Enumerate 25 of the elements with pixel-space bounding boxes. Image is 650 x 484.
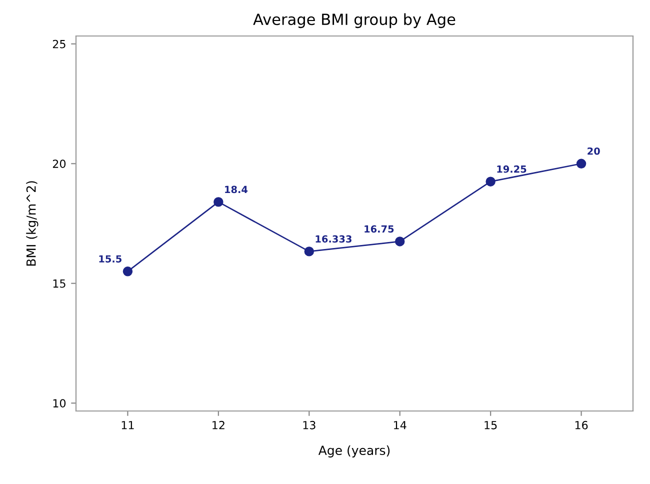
data-label: 18.4 bbox=[225, 186, 248, 194]
point bbox=[122, 266, 133, 276]
y-axis-title: BMI (kg/m^2) bbox=[26, 181, 38, 266]
y-tick-label: 25 bbox=[52, 40, 66, 48]
point bbox=[304, 246, 314, 256]
y-tick-label: 20 bbox=[52, 160, 66, 168]
data-label: 16.333 bbox=[316, 235, 352, 243]
data-label: 20 bbox=[588, 147, 600, 155]
x-tick-label: 13 bbox=[303, 420, 316, 430]
x-tick-label: 11 bbox=[122, 421, 134, 430]
data-label: 19.25 bbox=[497, 165, 526, 173]
x-tick-label: 15 bbox=[484, 421, 497, 430]
x-tick-label: 16 bbox=[575, 420, 588, 430]
point bbox=[576, 158, 586, 168]
y-tick-label: 10 bbox=[53, 399, 66, 408]
point bbox=[214, 197, 224, 207]
x-axis-title: Age (years) bbox=[318, 445, 390, 458]
point bbox=[486, 176, 496, 186]
data-label: 15.5 bbox=[99, 255, 122, 263]
x-tick-label: 12 bbox=[212, 420, 224, 430]
data-label: 16.75 bbox=[364, 225, 394, 233]
x-tick-label: 14 bbox=[394, 421, 406, 430]
y-tick-label: 15 bbox=[53, 279, 66, 288]
chart-title: Average BMI group by Age bbox=[253, 13, 456, 28]
point bbox=[394, 236, 405, 246]
